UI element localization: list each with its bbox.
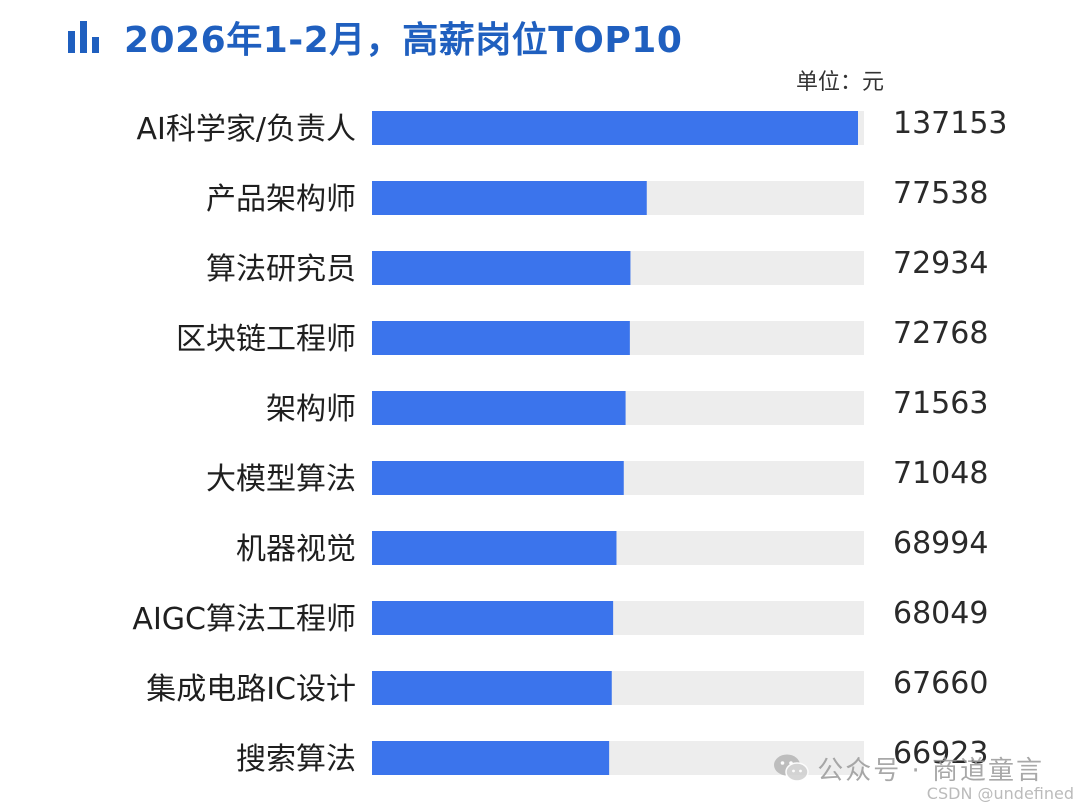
wechat-watermark-text: 公众号 · 商道童言	[817, 755, 1044, 786]
category-label: 机器视觉	[236, 532, 356, 567]
bar-chart-icon	[66, 21, 102, 53]
bar	[372, 181, 647, 215]
bar	[372, 251, 631, 285]
bar	[372, 671, 612, 705]
value-label: 137153	[893, 106, 1008, 141]
bar	[372, 741, 610, 775]
bar	[372, 111, 858, 145]
category-label: 架构师	[266, 392, 356, 427]
category-label: 大模型算法	[206, 462, 356, 497]
category-label: 产品架构师	[206, 182, 356, 217]
wechat-watermark: 公众号 · 商道童言	[773, 748, 1044, 788]
chart-title: 2026年1-2月，高薪岗位TOP10	[124, 20, 683, 61]
value-label: 68994	[893, 526, 988, 561]
value-label: 71563	[893, 386, 988, 421]
category-label: 区块链工程师	[176, 322, 356, 357]
bar	[372, 461, 624, 495]
value-label: 72934	[893, 246, 988, 281]
csdn-watermark: CSDN @undefined	[926, 784, 1074, 803]
bar	[372, 531, 617, 565]
value-label: 77538	[893, 176, 988, 211]
value-label: 66923	[893, 736, 988, 771]
category-label: AI科学家/负责人	[137, 112, 356, 147]
bar	[372, 391, 626, 425]
category-label: 算法研究员	[206, 252, 356, 287]
value-label: 71048	[893, 456, 988, 491]
category-label: 集成电路IC设计	[146, 672, 356, 707]
unit-label: 单位：元	[795, 70, 884, 95]
category-label: 搜索算法	[236, 742, 356, 777]
category-label: AIGC算法工程师	[132, 602, 356, 637]
value-label: 67660	[893, 666, 988, 701]
bar	[372, 321, 630, 355]
value-label: 72768	[893, 316, 988, 351]
wechat-icon	[773, 753, 809, 783]
value-label: 68049	[893, 596, 988, 631]
bar	[372, 601, 614, 635]
chart-header: 2026年1-2月，高薪岗位TOP10	[66, 12, 682, 62]
